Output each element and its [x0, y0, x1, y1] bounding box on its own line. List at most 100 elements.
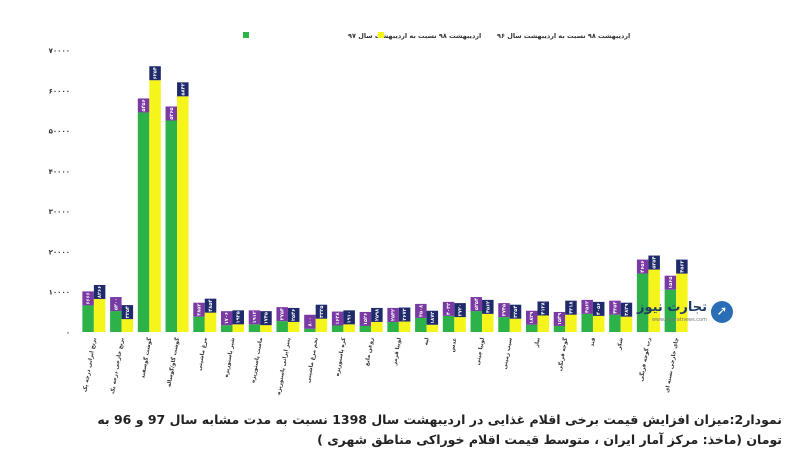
x-category-label: برنج ایرانی درجه یک: [81, 337, 97, 393]
bar-data-label: ۵۲۵۴: [652, 256, 658, 268]
bar-value-marker: [509, 304, 522, 319]
bar: [110, 311, 122, 332]
bar-value-marker: [82, 291, 94, 306]
bar-data-label: ۳۷۲۰: [458, 304, 464, 316]
bar-data-label: ۵۲۰۰: [113, 298, 119, 310]
bar-chart: اردیبهشت ۹۸ نسبت به اردیبهشت سال ۹۷ اردیب…: [49, 32, 688, 395]
bar-value-marker: [331, 311, 344, 326]
bar-data-label: ۲۷۵۴: [280, 308, 286, 320]
y-axis: ۷۰۰۰۰ ۶۰۰۰۰ ۵۰۰۰۰ ۴۰۰۰۰ ۳۰۰۰۰ ۲۰۰۰۰ ۱۰۰۰۰ ۰: [49, 47, 70, 337]
x-category-label: پنیر ایرانی پاستوریزه: [276, 337, 292, 395]
bar: [581, 313, 593, 332]
bar: [415, 317, 427, 332]
bar-data-label: ۸۰۰: [307, 317, 313, 326]
x-category-label: پیاز: [534, 337, 542, 348]
bar: [93, 298, 106, 332]
bar-data-label: ۵۸۴۲: [180, 83, 186, 95]
bar: [331, 325, 344, 332]
x-category-label: شکر: [615, 337, 624, 351]
bar-value-marker: [110, 297, 122, 312]
bar: [509, 318, 522, 332]
bar-data-label: ۱۹۱۰: [347, 311, 353, 323]
bar: [664, 289, 677, 332]
y-tick-label: ۶۰۰۰۰: [49, 87, 70, 95]
bar: [498, 317, 510, 332]
bar-value-marker: [398, 307, 411, 322]
bars: ۶۶۶۶ ۸۲۶۶ ۵۲۰۰ ۳۲۵۴ ۵۴۵۶ ۶۲۵۴ ۵۲۶۵ ۵۸۴۲ ۳۸۵۲ ۴۸۵۴…: [82, 66, 688, 332]
bar: [537, 315, 549, 332]
bar-data-label: ۵۲۵۴: [474, 298, 480, 310]
bar-value-marker: [121, 305, 134, 320]
bar-data-label: ۵۲۶۵: [169, 107, 175, 119]
bar: [470, 311, 483, 332]
x-category-label: تخم مرغ ماشینی: [306, 337, 320, 383]
bar: [204, 312, 217, 332]
bar: [177, 96, 189, 332]
bar-value-marker: [553, 311, 566, 326]
x-category-label: ماست پاستوریزه: [250, 337, 264, 383]
bar: [287, 321, 300, 332]
bar-data-label: ۲۵۹۸: [374, 309, 380, 321]
y-tick-label: ۳۰۰۰۰: [49, 208, 70, 216]
bar: [592, 315, 605, 332]
x-category-label: چای خارجی بسته ای: [665, 337, 681, 393]
bar-value-marker: [221, 311, 233, 326]
bar-value-marker: [636, 259, 649, 274]
bar: [398, 321, 411, 332]
bar: [248, 324, 261, 332]
x-category-label: لوبیا قرمز: [392, 337, 403, 366]
bar: [609, 314, 621, 332]
bar: [426, 324, 439, 332]
bar-value-marker: [260, 311, 272, 326]
bar-data-label: ۱۶۲۸: [335, 312, 341, 324]
x-category-label: رب گوجه فرنگی: [638, 337, 653, 382]
bar-data-label: ۴۶۵۶: [640, 260, 646, 272]
bar-data-label: ۳۳۲۵: [319, 306, 325, 318]
legend-label: اردیبهشت ۹۸ نسبت به اردیبهشت سال ۹۷: [348, 32, 481, 40]
bar-value-marker: [470, 297, 483, 312]
bar-value-marker: [193, 302, 205, 317]
bar-data-label: ۲۶۷۲: [402, 308, 408, 320]
bar-value-marker: [248, 310, 261, 325]
legend-swatch: [243, 32, 249, 38]
bar-data-label: ۳۸۲۹: [624, 304, 630, 316]
legend: اردیبهشت ۹۸ نسبت به اردیبهشت سال ۹۷ اردیب…: [243, 32, 630, 40]
arrow-icon: ➚: [711, 301, 733, 323]
bar-value-marker: [165, 106, 178, 121]
bar: [676, 273, 688, 332]
bar-value-marker: [359, 311, 372, 326]
bar-data-label: ۵۴۵۶: [141, 99, 147, 111]
bar-value-marker: [565, 300, 577, 315]
bar: [648, 269, 660, 332]
bar: [221, 325, 233, 332]
x-axis: برنج ایرانی درجه یک برنج خارجی درجه یک گوش…: [81, 336, 680, 395]
x-category-label: عدس: [450, 337, 458, 353]
bar-value-marker: [343, 310, 355, 325]
bar-value-marker: [315, 304, 328, 319]
bar: [260, 325, 272, 332]
bar-data-label: ۴۳۵۴: [612, 302, 618, 314]
bar-value-marker: [287, 307, 300, 322]
bar: [165, 120, 178, 332]
bar: [371, 321, 383, 332]
bar: [442, 315, 455, 332]
bar-value-marker: [426, 310, 439, 325]
bar: [193, 316, 205, 332]
bar-data-label: ۴۵۶۲: [585, 301, 591, 313]
bar-value-marker: [676, 259, 688, 274]
x-category-label: کره پاستوریزه: [334, 336, 348, 376]
bar: [304, 328, 316, 332]
x-category-label: گوشت گوسفند: [139, 336, 153, 379]
bar-data-label: ۳۲۵۴: [125, 306, 131, 318]
bar: [343, 324, 355, 332]
bar: [121, 319, 134, 332]
bar-data-label: ۴۰۳۲: [446, 303, 452, 315]
bar: [315, 318, 328, 332]
bar: [82, 305, 94, 332]
watermark-name: تجارت نیوز: [636, 300, 707, 315]
x-category-label: لپه: [423, 337, 430, 346]
bar-value-marker: [276, 307, 288, 322]
bar: [620, 316, 633, 332]
bar: [482, 313, 494, 332]
bar-value-marker: [387, 307, 399, 322]
